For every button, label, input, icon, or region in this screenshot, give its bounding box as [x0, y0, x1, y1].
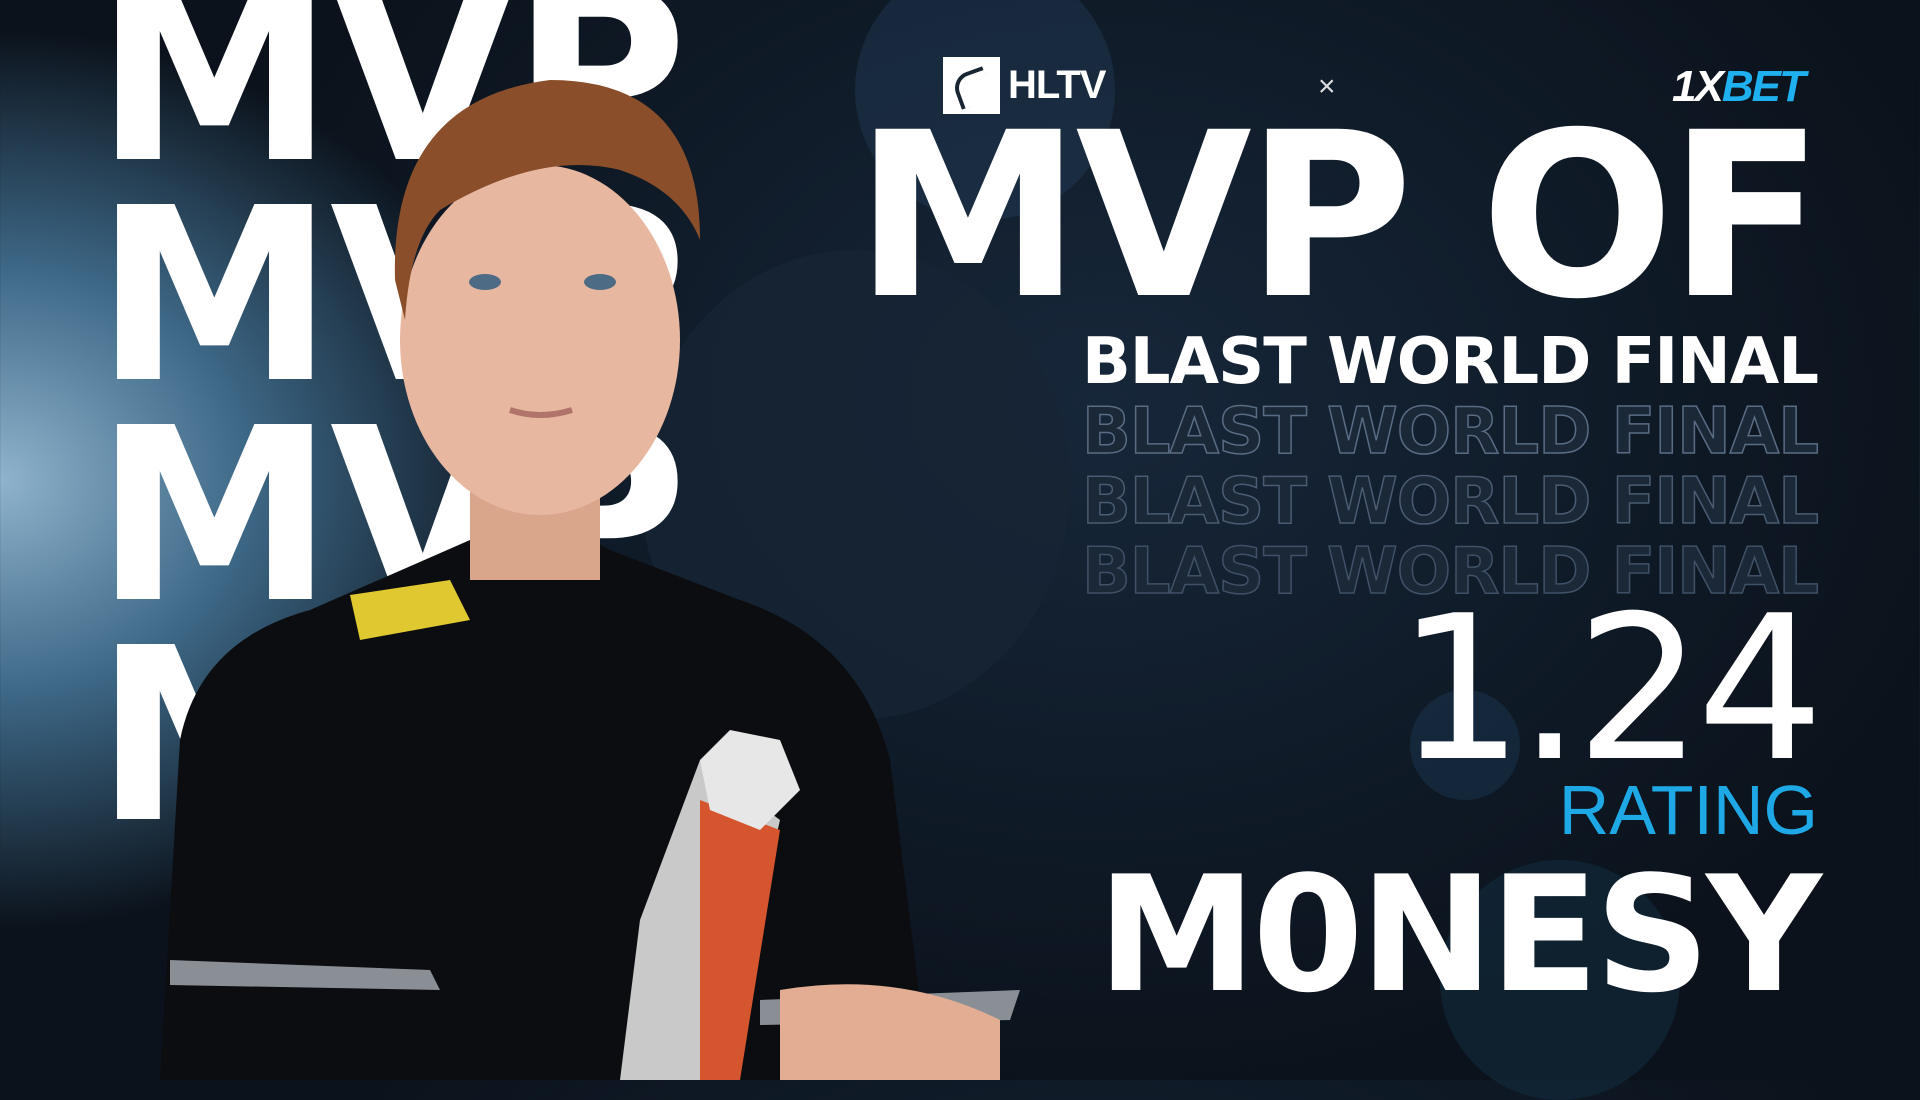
sponsor-logo: 1XBET	[1672, 62, 1806, 112]
sponsor-suffix: BET	[1721, 62, 1806, 111]
collaboration-separator: ×	[1318, 70, 1336, 103]
rating-value: 1.24	[1396, 573, 1824, 806]
player-photo	[160, 80, 1020, 1080]
event-title: BLAST WORLD FINAL	[1082, 325, 1819, 399]
event-title-echo: BLAST WORLD FINAL	[1081, 535, 1820, 609]
hltv-logo-icon	[943, 57, 1000, 114]
hltv-logo: HLTV	[943, 57, 1106, 114]
rating-label: RATING	[1558, 771, 1818, 849]
sponsor-prefix: 1X	[1672, 62, 1724, 111]
event-title-echo: BLAST WORLD FINAL	[1081, 465, 1820, 539]
decorative-circle	[1410, 690, 1520, 800]
headline: MVP OF	[854, 83, 1824, 349]
event-title-echo: BLAST WORLD FINAL	[1081, 395, 1820, 469]
player-name: M0NESY	[1097, 841, 1822, 1028]
hltv-logo-text: HLTV	[1008, 63, 1106, 107]
decorative-circle	[1440, 860, 1680, 1100]
